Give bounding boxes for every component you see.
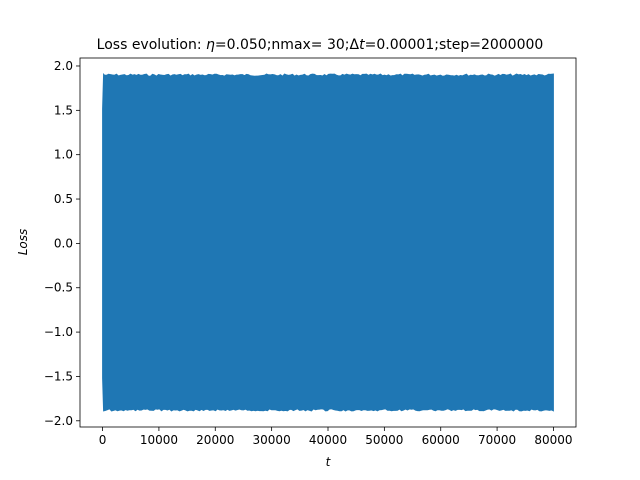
x-axis-ticks: 0 10000 20000 30000 40000 50000 60000 70000 8000… (99, 427, 573, 447)
y-tick-label: −1.0 (44, 325, 73, 339)
y-tick-label: 1.0 (54, 148, 73, 162)
plot-area (102, 73, 554, 412)
y-tick-label: −0.5 (44, 281, 73, 295)
x-tick-label: 50000 (365, 433, 403, 447)
y-tick-label: −1.5 (44, 369, 73, 383)
chart-title: Loss evolution: η=0.050;nmax= 30;Δt=0.00… (97, 37, 544, 53)
x-tick-label: 70000 (478, 433, 516, 447)
x-tick-label: 80000 (534, 433, 572, 447)
y-tick-label: 2.0 (54, 59, 73, 73)
x-tick-label: 40000 (309, 433, 347, 447)
y-tick-label: −2.0 (44, 414, 73, 428)
y-tick-label: 0.5 (54, 192, 73, 206)
y-axis-label: Loss (16, 229, 30, 256)
x-tick-label: 20000 (196, 433, 234, 447)
y-axis-ticks: −2.0 −1.5 −1.0 −0.5 0.0 0.5 1.0 1.5 2.0 (44, 59, 80, 428)
loss-series-0 (102, 73, 554, 412)
x-tick-label: 0 (99, 433, 107, 447)
x-tick-label: 30000 (253, 433, 291, 447)
y-tick-label: 1.5 (54, 103, 73, 117)
x-tick-label: 10000 (140, 433, 178, 447)
y-tick-label: 0.0 (54, 236, 73, 250)
x-tick-label: 60000 (422, 433, 460, 447)
x-axis-label: t (326, 455, 332, 469)
